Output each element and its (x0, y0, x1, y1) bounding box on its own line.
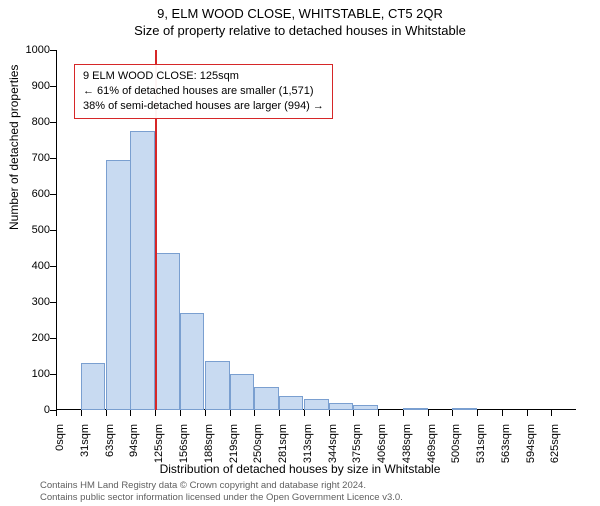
x-tick-label: 156sqm (178, 424, 190, 463)
y-tick-label: 500 (20, 224, 50, 236)
footer-line-1: Contains HM Land Registry data © Crown c… (40, 480, 403, 492)
histogram-bar (279, 396, 304, 410)
x-tick (106, 410, 107, 416)
x-tick-label: 94sqm (128, 424, 140, 457)
y-tick (50, 230, 56, 231)
histogram-bar (106, 160, 131, 410)
y-axis-label: Number of detached properties (7, 65, 21, 230)
page-subtitle: Size of property relative to detached ho… (0, 23, 600, 38)
annotation-line-2: ← 61% of detached houses are smaller (1,… (83, 84, 324, 99)
annotation-callout: 9 ELM WOOD CLOSE: 125sqm ← 61% of detach… (74, 64, 333, 119)
x-tick-label: 375sqm (351, 424, 363, 463)
x-tick-label: 281sqm (277, 424, 289, 463)
x-tick (304, 410, 305, 416)
x-tick (551, 410, 552, 416)
x-tick-label: 188sqm (203, 424, 215, 463)
y-tick-label: 1000 (20, 44, 50, 56)
x-tick (452, 410, 453, 416)
x-tick (81, 410, 82, 416)
x-tick-label: 406sqm (376, 424, 388, 463)
x-tick-label: 625sqm (549, 424, 561, 463)
x-tick (254, 410, 255, 416)
footer-line-2: Contains public sector information licen… (40, 492, 403, 504)
histogram-bar (155, 253, 180, 410)
y-tick-label: 800 (20, 116, 50, 128)
footer-attribution: Contains HM Land Registry data © Crown c… (40, 480, 403, 504)
histogram-bar (329, 403, 354, 410)
y-tick (50, 374, 56, 375)
x-tick (527, 410, 528, 416)
annotation-line-1: 9 ELM WOOD CLOSE: 125sqm (83, 69, 324, 84)
y-tick (50, 50, 56, 51)
x-tick (205, 410, 206, 416)
histogram-bar (81, 363, 106, 410)
y-tick (50, 122, 56, 123)
y-tick-label: 0 (20, 404, 50, 416)
x-tick (477, 410, 478, 416)
x-tick (155, 410, 156, 416)
page-title: 9, ELM WOOD CLOSE, WHITSTABLE, CT5 2QR (0, 6, 600, 21)
y-tick-label: 600 (20, 188, 50, 200)
y-tick (50, 194, 56, 195)
x-tick (329, 410, 330, 416)
x-tick (378, 410, 379, 416)
histogram-bar (304, 399, 329, 410)
x-tick (403, 410, 404, 416)
x-tick-label: 219sqm (228, 424, 240, 463)
y-tick-label: 900 (20, 80, 50, 92)
x-tick-label: 531sqm (475, 424, 487, 463)
x-tick (428, 410, 429, 416)
y-axis-line (56, 50, 57, 410)
x-tick (130, 410, 131, 416)
x-tick-label: 63sqm (104, 424, 116, 457)
histogram-bar (353, 405, 378, 410)
y-tick (50, 158, 56, 159)
x-tick-label: 469sqm (426, 424, 438, 463)
histogram-bar (180, 313, 205, 410)
histogram-bar (130, 131, 155, 410)
x-tick-label: 0sqm (54, 424, 66, 451)
x-tick-label: 313sqm (302, 424, 314, 463)
x-tick-label: 250sqm (252, 424, 264, 463)
x-tick-label: 438sqm (401, 424, 413, 463)
x-tick (279, 410, 280, 416)
x-tick (180, 410, 181, 416)
y-tick (50, 86, 56, 87)
x-tick-label: 344sqm (327, 424, 339, 463)
x-tick-label: 563sqm (500, 424, 512, 463)
y-tick-label: 100 (20, 368, 50, 380)
annotation-line-3: 38% of semi-detached houses are larger (… (83, 99, 324, 114)
x-axis-label: Distribution of detached houses by size … (0, 462, 600, 476)
x-tick-label: 594sqm (525, 424, 537, 463)
y-tick (50, 302, 56, 303)
chart-area: 010020030040050060070080090010000sqm31sq… (56, 50, 576, 410)
y-tick-label: 300 (20, 296, 50, 308)
y-tick-label: 200 (20, 332, 50, 344)
y-tick (50, 266, 56, 267)
x-tick (353, 410, 354, 416)
x-tick (56, 410, 57, 416)
histogram-bar (230, 374, 255, 410)
y-tick (50, 338, 56, 339)
histogram-bar (205, 361, 230, 410)
x-tick (230, 410, 231, 416)
x-tick-label: 31sqm (79, 424, 91, 457)
histogram-bar (254, 387, 279, 410)
histogram-bar (452, 408, 477, 410)
y-tick-label: 700 (20, 152, 50, 164)
x-tick (502, 410, 503, 416)
histogram-bar (403, 408, 428, 410)
y-tick-label: 400 (20, 260, 50, 272)
x-tick-label: 125sqm (153, 424, 165, 463)
x-tick-label: 500sqm (450, 424, 462, 463)
